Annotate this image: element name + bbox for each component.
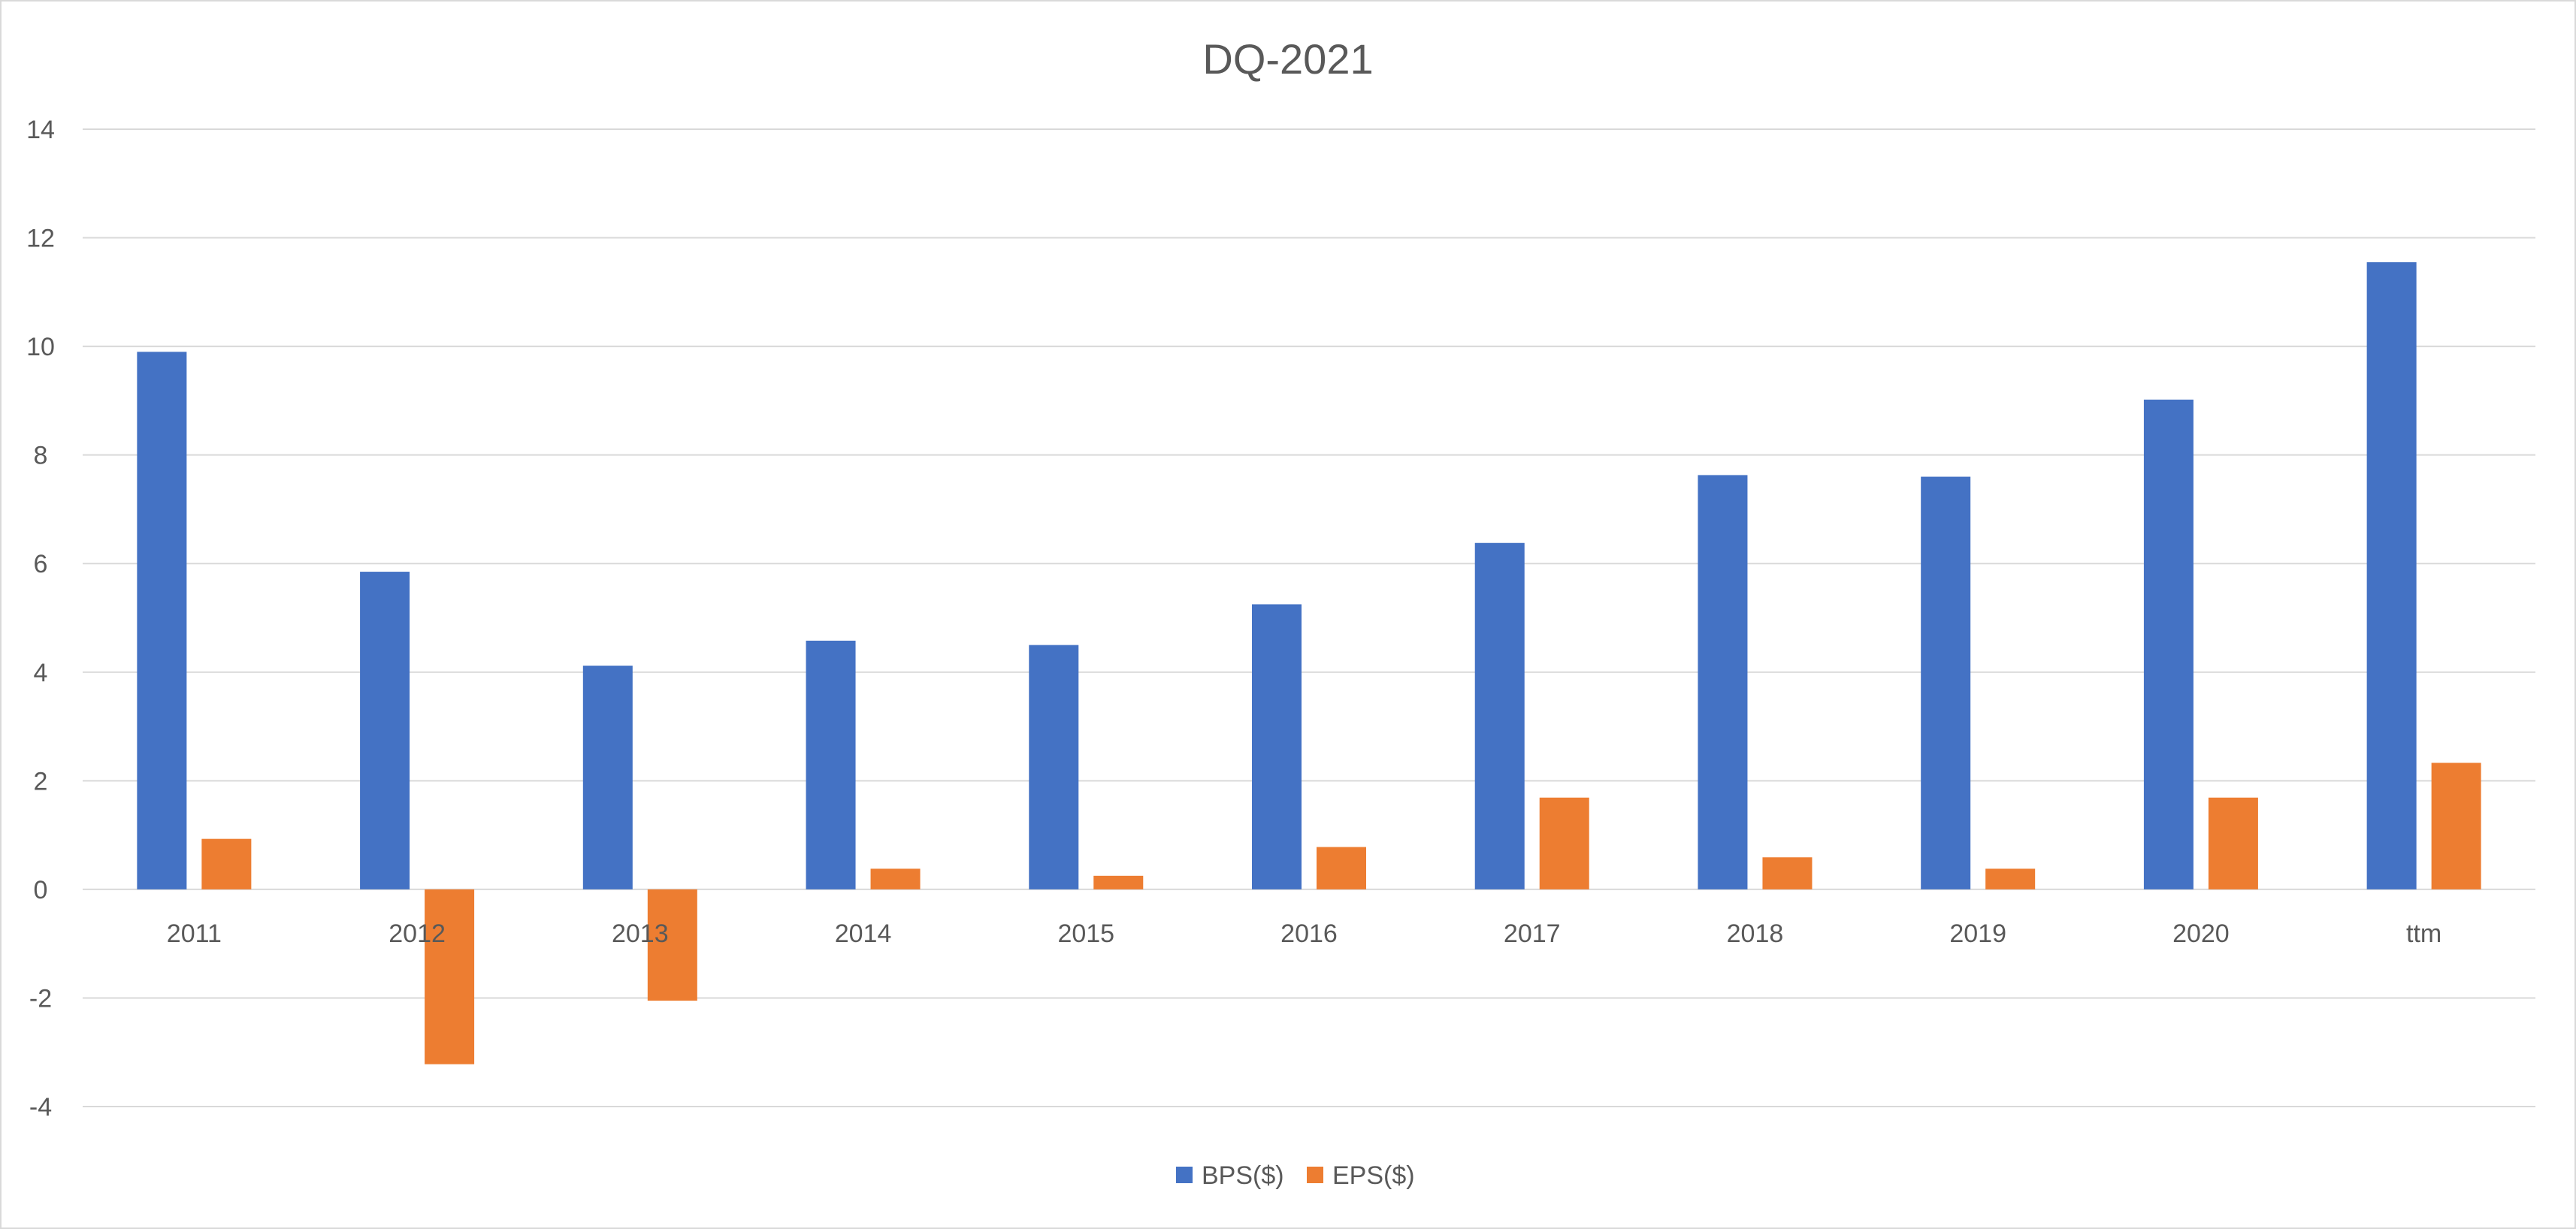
bar-eps-2020 xyxy=(2208,797,2258,889)
x-tick-label: 2018 xyxy=(1727,919,1784,948)
x-tick-label: 2016 xyxy=(1280,919,1338,948)
y-tick-label: -2 xyxy=(29,984,52,1013)
bar-bps-2016 xyxy=(1252,604,1302,889)
x-tick-label: 2013 xyxy=(612,919,669,948)
y-axis-ticks: -4 -2 0 2 4 6 8 10 12 14 xyxy=(26,116,55,1122)
y-tick-label: 8 xyxy=(34,442,48,470)
x-tick-label: 2020 xyxy=(2172,919,2230,948)
bar-eps-2013 xyxy=(647,889,697,1001)
bar-bps-2013 xyxy=(582,666,633,889)
legend: BPS($) EPS($) xyxy=(1176,1161,1415,1190)
chart-title: DQ-2021 xyxy=(1202,35,1373,83)
x-tick-label: ttm xyxy=(2406,919,2441,948)
bar-eps-2015 xyxy=(1093,875,1144,889)
legend-label: EPS($) xyxy=(1332,1161,1415,1190)
bar-bps-2019 xyxy=(1921,476,1971,889)
bar-eps-ttm xyxy=(2431,762,2481,889)
bar-bps-2014 xyxy=(806,640,856,889)
bar-bps-2020 xyxy=(2143,399,2194,889)
bar-bps-2011 xyxy=(137,352,187,889)
bar-bps-2017 xyxy=(1474,542,1525,889)
gridlines xyxy=(83,128,2535,1107)
bar-eps-2019 xyxy=(1985,868,2036,889)
y-tick-label: -4 xyxy=(29,1093,52,1122)
x-tick-label: 2017 xyxy=(1504,919,1561,948)
y-tick-label: 4 xyxy=(34,659,48,687)
x-tick-label: 2012 xyxy=(389,919,446,948)
bar-eps-2018 xyxy=(1762,857,1813,889)
y-tick-label: 0 xyxy=(34,876,48,904)
legend-swatch xyxy=(1307,1167,1323,1183)
x-tick-label: 2015 xyxy=(1057,919,1114,948)
legend-swatch xyxy=(1176,1167,1193,1183)
bar-eps-2012 xyxy=(425,889,475,1064)
y-tick-label: 6 xyxy=(34,550,48,578)
bar-eps-2014 xyxy=(870,868,921,889)
x-tick-label: 2011 xyxy=(167,919,222,948)
y-tick-label: 14 xyxy=(26,116,55,144)
bar-bps-2012 xyxy=(360,572,410,889)
bar-eps-2017 xyxy=(1539,797,1589,889)
bars xyxy=(137,262,2481,1064)
x-axis-ticks: 2011 2012 2013 2014 2015 2016 2017 2018 2019 2020… xyxy=(167,919,2441,948)
legend-label: BPS($) xyxy=(1202,1161,1284,1190)
y-tick-label: 2 xyxy=(34,767,48,796)
bar-eps-2011 xyxy=(201,838,252,889)
bar-bps-ttm xyxy=(2366,262,2417,889)
y-tick-label: 12 xyxy=(26,225,55,253)
x-tick-label: 2014 xyxy=(835,919,892,948)
y-tick-label: 10 xyxy=(26,333,55,361)
bar-bps-2015 xyxy=(1029,645,1079,889)
bar-eps-2016 xyxy=(1317,847,1366,889)
bar-bps-2018 xyxy=(1698,475,1748,889)
x-tick-label: 2019 xyxy=(1949,919,2006,948)
